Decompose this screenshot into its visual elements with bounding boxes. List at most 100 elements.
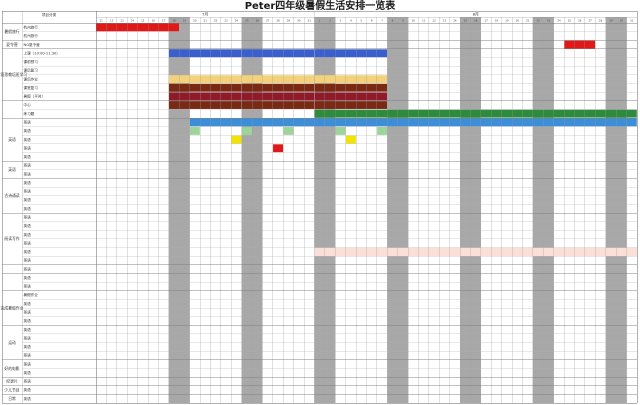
- day-label: 26: [578, 19, 582, 23]
- item-label: 英语: [24, 223, 32, 228]
- highlighted-row: [314, 247, 637, 257]
- day-label: 8: [392, 19, 394, 23]
- item-label: 中心: [24, 102, 32, 107]
- class-bar: [314, 49, 388, 58]
- day-label: 11: [422, 19, 426, 23]
- marker-cell: [231, 135, 242, 144]
- day-label: 7: [381, 19, 383, 23]
- item-label: 英语: [24, 163, 32, 168]
- item-label: 课后作业: [24, 76, 39, 81]
- section-label: 暑假旅行: [4, 29, 19, 34]
- day-label: 27: [266, 19, 270, 23]
- item-label: 练习题: [24, 111, 35, 116]
- item-label: 杭州旅行: [24, 25, 39, 30]
- item-label: NG夏令营: [24, 42, 41, 47]
- review-bar: [241, 75, 315, 84]
- marker-cell: [283, 127, 294, 135]
- item-label: 英语: [24, 327, 32, 332]
- notes-bar: [314, 101, 388, 109]
- practice-bar: [314, 92, 388, 101]
- section-label: 学而思教培班学习: [0, 72, 27, 77]
- day-label: 20: [516, 19, 520, 23]
- section-label: 纪录片: [6, 379, 18, 384]
- weekend-column: [252, 17, 263, 403]
- day-label: 24: [235, 19, 239, 23]
- day-label: 19: [183, 19, 187, 23]
- item-label: 暑假作业: [24, 292, 39, 297]
- item-label: 课堂复习: [24, 85, 39, 90]
- day-label: 18: [172, 19, 176, 23]
- item-label: 英语: [24, 232, 32, 237]
- marker-cell: [335, 127, 346, 135]
- weekend-column: [179, 17, 190, 403]
- section-label: 英语: [8, 137, 16, 142]
- day-label: 21: [204, 19, 208, 23]
- day-label: 25: [245, 19, 249, 23]
- weekend-column: [168, 17, 180, 403]
- day-label: 12: [432, 19, 436, 23]
- marker-cell: [189, 127, 200, 135]
- day-label: 17: [484, 19, 488, 23]
- item-label: 上课（10:00-11:30）: [24, 50, 60, 55]
- class-bar: [169, 49, 242, 58]
- item-label: 英语: [24, 275, 32, 280]
- item-label: 英语: [24, 361, 32, 366]
- day-label: 16: [152, 19, 156, 23]
- day-label: 31: [308, 19, 312, 23]
- day-label: 29: [609, 19, 613, 23]
- weekend-column: [314, 17, 325, 403]
- marker-cell: [273, 144, 284, 153]
- section-label: 夏令营: [6, 42, 18, 47]
- review-bar: [169, 75, 242, 84]
- item-label: 英语: [24, 387, 32, 392]
- header-label: 项目分类: [42, 12, 57, 17]
- day-label: 27: [589, 19, 593, 23]
- section-label: 阅读写作: [4, 236, 19, 241]
- homework-bar: [241, 83, 315, 92]
- item-label: 英语: [24, 240, 32, 245]
- day-label: 23: [547, 19, 551, 23]
- day-label: 18: [495, 19, 499, 23]
- day-label: 3: [340, 19, 342, 23]
- item-label: 杭州旅行: [24, 33, 39, 38]
- day-label: 25: [568, 19, 572, 23]
- item-label: 英语: [24, 310, 32, 315]
- weekend-column: [532, 17, 544, 403]
- center-bar: [314, 109, 637, 118]
- section-label: 运动: [8, 340, 16, 345]
- item-label: 英语: [24, 189, 32, 194]
- weekend-column: [543, 17, 554, 403]
- marker-cell: [377, 127, 388, 135]
- day-label: 12: [110, 19, 114, 23]
- homework-bar: [169, 83, 242, 92]
- weekend-column: [605, 17, 617, 403]
- marker-cell: [241, 127, 252, 135]
- day-label: 29: [287, 19, 291, 23]
- weekend-column: [397, 17, 409, 403]
- item-label: 英语: [24, 284, 32, 289]
- day-label: 13: [120, 19, 124, 23]
- weekend-column: [241, 17, 253, 403]
- item-label: 英语: [24, 335, 32, 340]
- item-label: 英语: [24, 145, 32, 150]
- day-label: 6: [371, 19, 373, 23]
- day-label: 15: [464, 19, 468, 23]
- item-label: 英语: [24, 353, 32, 358]
- day-label: 5: [360, 19, 362, 23]
- day-label: 31: [630, 19, 634, 23]
- day-label: 10: [412, 19, 416, 23]
- day-label: 23: [224, 19, 228, 23]
- section-label: 好的电影: [4, 366, 19, 371]
- item-label: 英语: [24, 258, 32, 263]
- item-label: 英语: [24, 120, 32, 125]
- day-label: 1: [319, 19, 321, 23]
- page-title: Peter四年级暑假生活安排一览表: [244, 1, 396, 12]
- section-label: 少儿节目: [4, 387, 19, 392]
- exercise-bar: [189, 118, 637, 127]
- item-label: 英语: [24, 180, 32, 185]
- day-label: 17: [162, 19, 166, 23]
- item-label: 英语: [24, 370, 32, 375]
- marker-cell: [345, 135, 356, 144]
- item-label: 英语: [24, 171, 32, 176]
